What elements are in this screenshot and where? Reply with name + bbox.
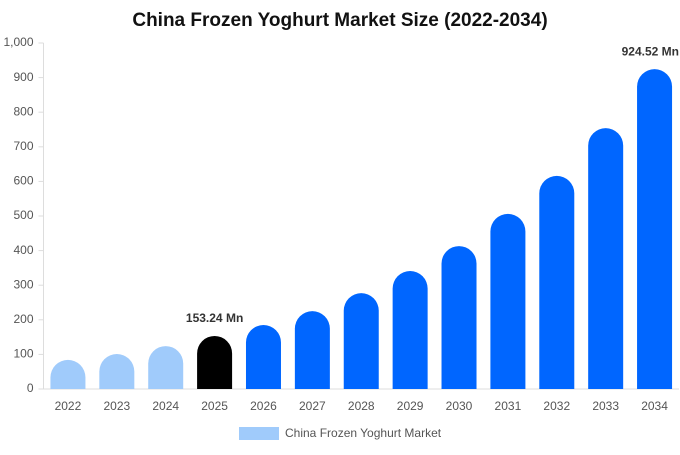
x-tick-label: 2032 (543, 399, 570, 413)
chart-title: China Frozen Yoghurt Market Size (2022-2… (132, 10, 547, 31)
bar (343, 293, 379, 389)
y-tick-label: 300 (13, 277, 33, 291)
bar (50, 359, 86, 389)
y-tick-label: 900 (13, 70, 33, 84)
y-tick-label: 200 (13, 312, 33, 326)
bar (148, 346, 184, 389)
legend-swatch (239, 427, 279, 440)
x-tick-label: 2034 (641, 399, 668, 413)
value-label: 153.24 Mn (186, 311, 243, 325)
y-tick-label: 400 (13, 243, 33, 257)
x-tick-label: 2030 (446, 399, 473, 413)
x-tick-label: 2025 (201, 399, 228, 413)
bar (392, 271, 428, 389)
bar (294, 311, 330, 389)
y-tick-label: 500 (13, 208, 33, 222)
y-tick-label: 1,000 (3, 35, 33, 49)
bar (197, 335, 233, 389)
x-tick-label: 2026 (250, 399, 277, 413)
x-tick-label: 2033 (592, 399, 619, 413)
x-tick-label: 2023 (103, 399, 130, 413)
bar (588, 128, 624, 389)
bar (539, 175, 575, 389)
x-tick-label: 2027 (299, 399, 326, 413)
y-tick-label: 100 (13, 347, 33, 361)
x-tick-label: 2022 (55, 399, 82, 413)
value-label: 924.52 Mn (622, 44, 679, 58)
bar (490, 213, 526, 389)
y-tick-label: 600 (13, 174, 33, 188)
bar (99, 354, 135, 389)
x-tick-label: 2029 (397, 399, 424, 413)
bar (637, 69, 673, 389)
x-tick-label: 2024 (152, 399, 179, 413)
y-tick-label: 800 (13, 104, 33, 118)
bar (245, 325, 281, 389)
y-tick-label: 700 (13, 139, 33, 153)
legend-label: China Frozen Yoghurt Market (285, 426, 442, 440)
x-tick-label: 2031 (495, 399, 522, 413)
y-tick-label: 0 (27, 381, 34, 395)
bar (441, 246, 477, 389)
x-tick-label: 2028 (348, 399, 375, 413)
